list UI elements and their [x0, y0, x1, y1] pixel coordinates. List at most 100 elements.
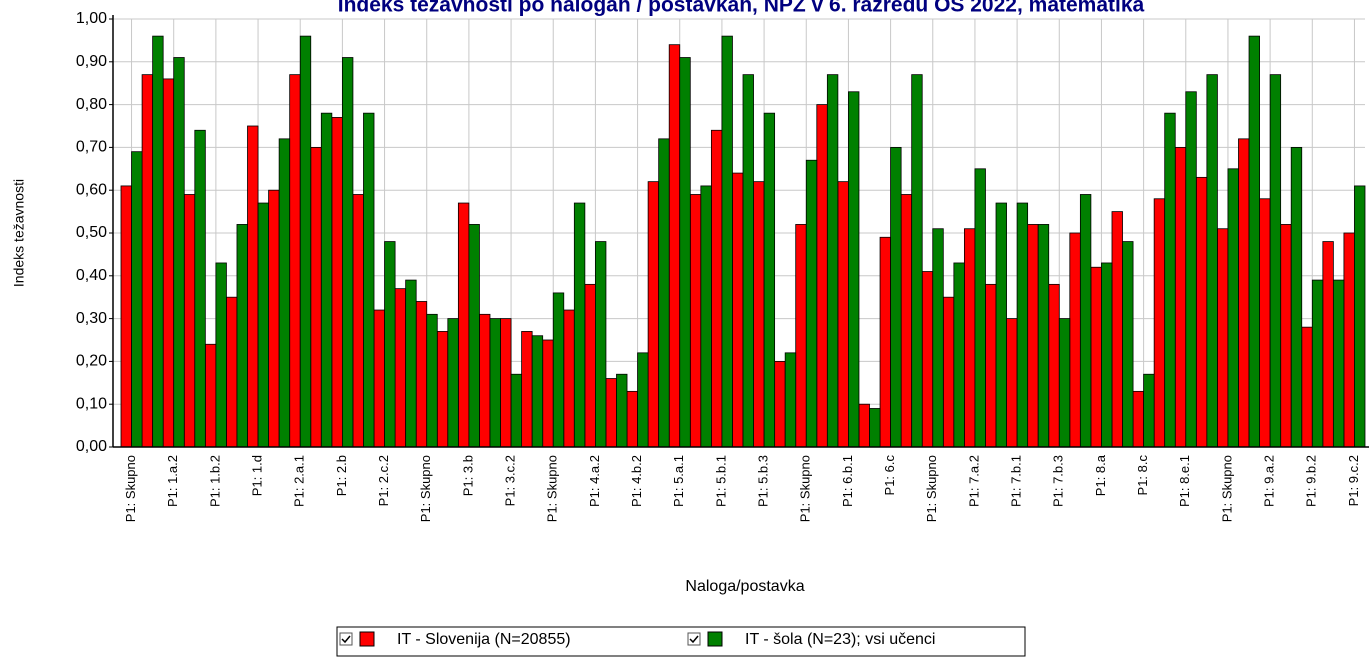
bar [1290, 146, 1303, 448]
x-tick-label: P1: 2.b [334, 455, 349, 496]
y-tick-label: 1,00 [76, 10, 107, 27]
x-tick-label: P1: Skupno [123, 455, 138, 522]
bar [352, 194, 364, 448]
bar [552, 292, 565, 448]
bar [415, 301, 428, 448]
bar [141, 74, 154, 448]
bar [500, 318, 512, 448]
bar [1185, 91, 1197, 448]
bar [563, 309, 575, 448]
y-tick-label: 0,50 [76, 224, 107, 241]
bar [1269, 74, 1282, 448]
bar [1058, 318, 1071, 448]
bar [341, 57, 354, 448]
bar [668, 44, 681, 448]
bar [805, 159, 818, 448]
bar [457, 202, 470, 448]
x-tick-label: P1: 5.b.1 [713, 455, 728, 507]
bar [1006, 318, 1018, 448]
legend-box [336, 626, 1026, 657]
bar [394, 288, 407, 448]
bar [510, 373, 523, 448]
y-tick-label: 0,60 [76, 181, 107, 198]
x-tick-label: P1: 1.d [249, 455, 264, 496]
bar [985, 283, 997, 448]
x-tick-label: P1: 6.b.1 [840, 455, 855, 507]
bar [879, 236, 891, 448]
bar [605, 378, 617, 448]
bar [1079, 194, 1092, 448]
bar [1101, 262, 1113, 448]
bar [732, 172, 744, 448]
bar [1132, 390, 1145, 448]
bar [1111, 211, 1123, 448]
legend-checkbox[interactable] [339, 632, 353, 646]
bar [426, 313, 438, 448]
bar [647, 181, 660, 448]
bar [858, 403, 870, 448]
legend-label: IT - šola (N=23); vsi učenci [745, 631, 935, 648]
bar [658, 138, 670, 448]
bar [742, 74, 754, 448]
x-tick-label: P1: Skupno [798, 455, 813, 522]
x-tick-label: P1: 8.a [1093, 454, 1108, 496]
bar [1048, 283, 1060, 448]
bar [183, 194, 196, 448]
bar [1280, 224, 1292, 448]
bar [204, 343, 217, 448]
bar [637, 352, 649, 448]
check-mark [689, 635, 699, 644]
bar [152, 35, 164, 448]
bar [774, 360, 786, 448]
bar [373, 309, 385, 448]
x-tick-label: P1: Skupno [924, 455, 939, 522]
bar [753, 181, 765, 448]
bar [1301, 326, 1313, 448]
bar [921, 271, 934, 448]
bar [721, 35, 733, 448]
bar [521, 331, 533, 448]
legend-swatch [707, 631, 723, 647]
x-tick-label: P1: 7.b.1 [1009, 455, 1024, 507]
bar [1248, 35, 1260, 448]
y-tick-label: 0,30 [76, 310, 107, 327]
bar [816, 104, 828, 448]
x-tick-label: P1: 1.b.2 [207, 455, 222, 507]
bar [436, 331, 449, 448]
bar [131, 151, 143, 448]
bar [1069, 232, 1081, 448]
bar [1164, 112, 1176, 448]
bar [331, 117, 343, 448]
bar [826, 74, 839, 448]
bar [795, 224, 807, 448]
bar [784, 352, 797, 448]
bar [1343, 232, 1355, 448]
y-tick-label: 0,80 [76, 96, 107, 113]
x-tick-label: P1: 9.a.2 [1262, 455, 1277, 507]
x-tick-label: P1: 2.a.1 [292, 455, 307, 507]
x-tick-label: P1: Skupno [418, 455, 433, 522]
y-axis-label: Indeks težavnosti [11, 179, 27, 287]
bar [405, 279, 417, 448]
bar [1259, 198, 1271, 448]
x-tick-label: P1: Skupno [545, 455, 560, 522]
bar [626, 390, 638, 448]
x-tick-label: P1: 5.a.1 [671, 455, 686, 507]
x-tick-label: P1: 4.a.2 [587, 455, 602, 507]
bar [236, 224, 248, 448]
bar [1153, 198, 1166, 448]
bar [689, 194, 702, 448]
x-tick-label: P1: 8.e.1 [1177, 455, 1192, 507]
x-tick-label: P1: 3.b [460, 455, 475, 496]
bar [384, 241, 396, 448]
bar [1027, 224, 1039, 448]
legend-swatch [359, 631, 375, 647]
bar [1322, 241, 1334, 448]
legend-checkbox[interactable] [687, 632, 701, 646]
bar [1217, 228, 1229, 448]
bar [278, 138, 291, 448]
bar [1090, 266, 1102, 448]
bar [299, 35, 312, 448]
bar [289, 74, 301, 448]
